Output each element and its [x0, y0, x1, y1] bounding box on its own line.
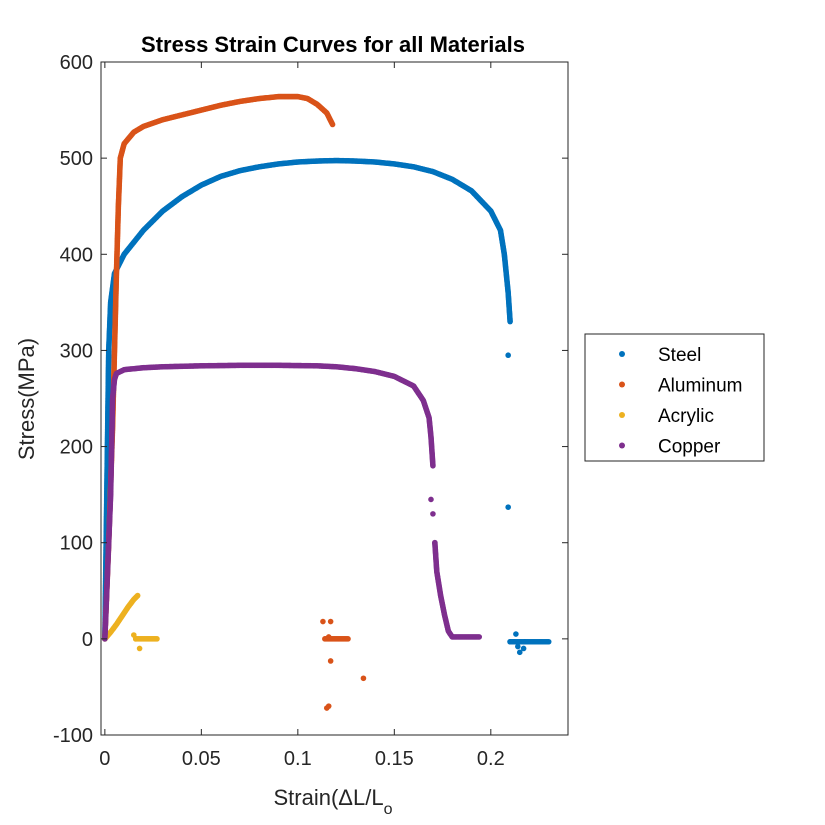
data-point — [476, 634, 483, 640]
data-point — [329, 121, 336, 128]
data-point — [132, 636, 139, 642]
legend-item-aluminum: Aluminum — [619, 376, 742, 397]
data-point — [323, 705, 330, 711]
data-point — [345, 636, 351, 642]
plot-background — [101, 62, 568, 735]
legend-item-copper: Copper — [619, 437, 721, 458]
x-tick-label: 0 — [99, 748, 110, 770]
data-point — [430, 463, 436, 469]
data-point — [511, 638, 517, 645]
data-point — [154, 636, 160, 642]
data-point — [428, 496, 434, 503]
x-tick-label: 0.1 — [284, 748, 312, 770]
y-tick-label: 0 — [82, 629, 93, 651]
legend-marker — [619, 381, 625, 388]
series-copper — [102, 362, 483, 642]
y-tick-label: -100 — [53, 725, 93, 747]
x-axis-label-subscript: o — [384, 801, 393, 818]
data-point — [136, 645, 143, 652]
data-point — [430, 511, 436, 517]
y-tick-label: 300 — [60, 340, 93, 362]
x-tick-label: 0.05 — [182, 748, 221, 770]
data-point — [516, 649, 523, 656]
tick-layer: 0 0.05 0.1 0.15 0.2 -100 0 100 200 300 400 500 600 — [53, 52, 568, 770]
y-axis-label: Stress(MPa) — [14, 338, 39, 460]
legend-item-steel: Steel — [619, 345, 701, 366]
x-axis-label: Strain(ΔL/Lo — [274, 785, 393, 818]
plot-frame — [100, 61, 569, 736]
legend-marker — [619, 351, 625, 357]
x-axis-label-main: Strain(ΔL/L — [274, 785, 384, 810]
data-point — [327, 658, 334, 664]
legend-label: Acrylic — [658, 406, 714, 427]
legend-marker — [619, 412, 625, 418]
y-tick-label: 200 — [60, 437, 93, 459]
data-point — [545, 638, 552, 645]
data-point — [520, 645, 527, 652]
series-acrylic — [102, 592, 160, 652]
legend-marker — [619, 442, 625, 449]
data-point — [360, 675, 367, 682]
data-point — [507, 638, 513, 645]
data-point — [432, 539, 438, 546]
data-point — [327, 618, 334, 625]
x-tick-label: 0.2 — [477, 748, 505, 770]
y-tick-label: 400 — [60, 244, 93, 266]
legend-item-acrylic: Acrylic — [619, 406, 714, 427]
data-point — [521, 638, 528, 645]
data-point — [320, 618, 326, 625]
data-point — [507, 318, 513, 325]
y-tick-label: 500 — [60, 148, 93, 170]
data-point — [513, 631, 519, 637]
legend-label: Copper — [658, 437, 721, 458]
data-point — [505, 504, 511, 510]
data-point — [505, 352, 511, 359]
legend: Steel Aluminum Acrylic Copper — [584, 333, 765, 462]
plot-area: 0 0.05 0.1 0.15 0.2 -100 0 100 200 300 400 500 600 — [53, 52, 569, 770]
data-point — [134, 592, 141, 599]
legend-label: Aluminum — [658, 376, 742, 397]
data-point — [515, 643, 521, 650]
legend-label: Steel — [658, 345, 701, 366]
data-layer — [102, 93, 552, 711]
y-tick-label: 100 — [60, 533, 93, 555]
x-tick-label: 0.15 — [375, 748, 414, 770]
data-point — [325, 634, 332, 640]
chart-title: Stress Strain Curves for all Materials — [141, 32, 525, 57]
legend-box — [584, 333, 765, 462]
y-tick-label: 600 — [60, 52, 93, 74]
